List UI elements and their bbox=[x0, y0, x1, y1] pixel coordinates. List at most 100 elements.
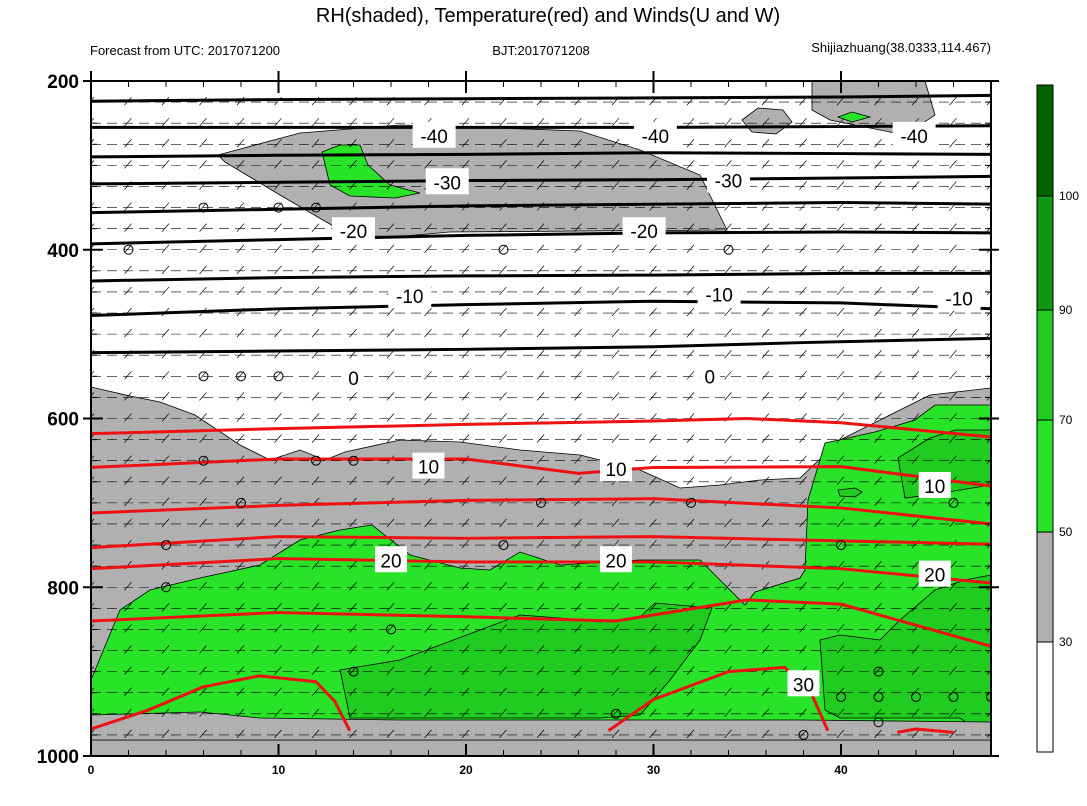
wind-barb bbox=[499, 265, 507, 275]
wind-barb bbox=[574, 708, 582, 718]
wind-barb bbox=[461, 392, 470, 401]
wind-barb bbox=[91, 307, 95, 312]
wind-barb bbox=[349, 687, 357, 696]
wind-barb bbox=[424, 434, 432, 443]
isotherm-line bbox=[91, 151, 991, 159]
calm-wind-circle bbox=[348, 666, 359, 677]
wind-barb bbox=[761, 181, 770, 190]
wind-barb bbox=[311, 117, 320, 127]
wind-barb bbox=[161, 328, 170, 338]
wind-barb bbox=[274, 539, 282, 549]
wind-barb bbox=[161, 645, 170, 654]
wind-barb bbox=[91, 434, 95, 439]
wind-barb bbox=[649, 328, 657, 338]
wind-barb bbox=[424, 160, 432, 169]
wind-barb bbox=[124, 139, 132, 148]
wind-barb bbox=[536, 223, 545, 232]
wind-barb bbox=[911, 307, 920, 317]
wind-barb bbox=[311, 371, 320, 380]
wind-barb bbox=[799, 307, 807, 317]
wind-barb bbox=[874, 582, 882, 591]
wind-barb bbox=[949, 160, 957, 169]
wind-barb bbox=[274, 560, 282, 570]
temperature-label-box bbox=[918, 560, 951, 587]
wind-barb bbox=[799, 729, 807, 739]
wind-barb bbox=[574, 476, 582, 486]
wind-barb bbox=[236, 392, 245, 401]
wind-barb bbox=[761, 265, 770, 275]
wind-barb bbox=[799, 160, 807, 169]
wind-barb bbox=[649, 666, 657, 675]
wind-barb bbox=[124, 476, 132, 486]
wind-barb bbox=[91, 603, 95, 608]
wind-barb bbox=[761, 349, 770, 359]
wind-barb bbox=[949, 434, 957, 443]
wind-barb bbox=[386, 265, 395, 275]
wind-barb bbox=[199, 497, 207, 507]
wind-barb bbox=[236, 117, 245, 127]
wind-barb bbox=[499, 518, 507, 528]
wind-barb bbox=[91, 160, 95, 165]
wind-barb bbox=[199, 160, 207, 169]
wind-barb bbox=[761, 328, 770, 338]
wind-barb bbox=[349, 265, 357, 275]
wind-barb bbox=[911, 244, 920, 253]
wind-barb bbox=[91, 244, 95, 249]
isotherm-line bbox=[91, 557, 991, 585]
calm-wind-circle bbox=[198, 371, 209, 382]
wind-barb bbox=[499, 708, 507, 718]
wind-barb bbox=[799, 434, 807, 443]
wind-barb bbox=[911, 96, 920, 106]
wind-barb bbox=[724, 244, 732, 253]
wind-barb bbox=[386, 687, 395, 696]
isotherm-line bbox=[91, 201, 991, 215]
wind-barb bbox=[949, 244, 957, 253]
wind-barb bbox=[949, 687, 957, 696]
wind-barb bbox=[724, 265, 732, 275]
temperature-label: -10 bbox=[396, 287, 423, 308]
wind-barb bbox=[874, 181, 882, 190]
wind-barb bbox=[911, 729, 920, 739]
wind-barb bbox=[836, 139, 845, 148]
wind-barb bbox=[724, 371, 732, 380]
wind-barb bbox=[836, 286, 845, 296]
wind-barb bbox=[91, 645, 95, 650]
wind-barb bbox=[461, 307, 470, 317]
wind-barb bbox=[799, 349, 807, 359]
wind-barb bbox=[799, 286, 807, 296]
isotherm-line bbox=[91, 230, 991, 246]
wind-barb bbox=[649, 687, 657, 696]
wind-barb bbox=[574, 117, 582, 127]
wind-barb bbox=[574, 666, 582, 675]
wind-barb bbox=[91, 666, 95, 671]
wind-barb bbox=[461, 117, 470, 127]
wind-barb bbox=[386, 708, 395, 718]
wind-barb bbox=[649, 455, 657, 464]
wind-barb bbox=[274, 244, 282, 253]
temperature-label: -30 bbox=[434, 173, 461, 194]
wind-barb bbox=[611, 687, 620, 696]
wind-barb bbox=[911, 434, 920, 443]
wind-barb bbox=[311, 708, 320, 718]
wind-barb bbox=[386, 392, 395, 401]
wind-barb bbox=[386, 160, 395, 169]
wind-barb bbox=[761, 539, 770, 549]
wind-barb bbox=[649, 371, 657, 380]
colorbar-band bbox=[1036, 419, 1054, 533]
rh-region-green-top-left bbox=[321, 144, 421, 199]
wind-barb bbox=[761, 286, 770, 296]
wind-barb bbox=[836, 729, 845, 739]
wind-barb bbox=[124, 265, 132, 275]
isotherm-line bbox=[91, 124, 991, 129]
wind-barb bbox=[386, 223, 395, 232]
wind-barb bbox=[199, 708, 207, 718]
wind-barb bbox=[649, 307, 657, 317]
wind-barb bbox=[911, 371, 920, 380]
wind-barb bbox=[799, 181, 807, 190]
x-tick-label: 40 bbox=[834, 763, 848, 777]
wind-barb bbox=[611, 139, 620, 148]
wind-barb bbox=[611, 434, 620, 443]
temperature-label-box bbox=[332, 217, 375, 244]
wind-barb bbox=[536, 603, 545, 612]
